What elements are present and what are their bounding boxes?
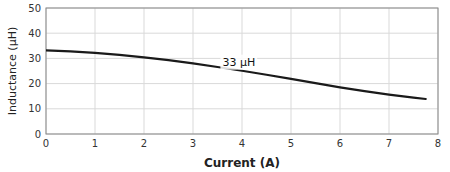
annotation-background (220, 55, 257, 70)
x-grid-line (340, 8, 341, 134)
x-tick-label: 1 (92, 138, 98, 149)
y-tick-label: 0 (35, 129, 41, 140)
plot-background (46, 8, 438, 134)
y-axis-label: Inductance (μH) (6, 27, 19, 115)
x-tick-label: 5 (288, 138, 294, 149)
tick-labels: 0 1 2 3 4 5 6 7 8 0 10 20 30 40 50 (28, 3, 441, 150)
grid (46, 8, 438, 134)
x-grid-line (95, 8, 96, 134)
x-tick-label: 3 (190, 138, 196, 149)
chart-container: 0 1 2 3 4 5 6 7 8 0 10 20 30 40 50 Current (A) Inductanc… (0, 0, 450, 172)
y-tick-label: 10 (28, 103, 41, 114)
plot-frame (46, 8, 438, 134)
y-grid-line (46, 83, 438, 84)
data-line (46, 50, 426, 99)
chart-svg: 0 1 2 3 4 5 6 7 8 0 10 20 30 40 50 Current (A) Inductanc… (0, 0, 450, 172)
x-grid-line (389, 8, 390, 134)
x-tick-label: 0 (43, 138, 49, 149)
annotation: 33 μH (222, 56, 255, 69)
y-tick-label: 50 (28, 3, 41, 14)
x-grid-line (144, 8, 145, 134)
y-tick-label: 20 (28, 78, 41, 89)
x-tick-label: 4 (239, 138, 245, 149)
annotations: 33 μH (220, 55, 257, 70)
x-axis-label: Current (A) (204, 156, 280, 170)
x-grid-line (291, 8, 292, 134)
x-tick-label: 2 (141, 138, 147, 149)
x-tick-label: 7 (386, 138, 392, 149)
y-grid-line (46, 108, 438, 109)
x-tick-label: 6 (337, 138, 343, 149)
x-tick-label: 8 (435, 138, 441, 149)
y-grid-line (46, 33, 438, 34)
data-layer (46, 50, 426, 99)
x-grid-line (193, 8, 194, 134)
y-tick-label: 40 (28, 28, 41, 39)
y-tick-label: 30 (28, 53, 41, 64)
